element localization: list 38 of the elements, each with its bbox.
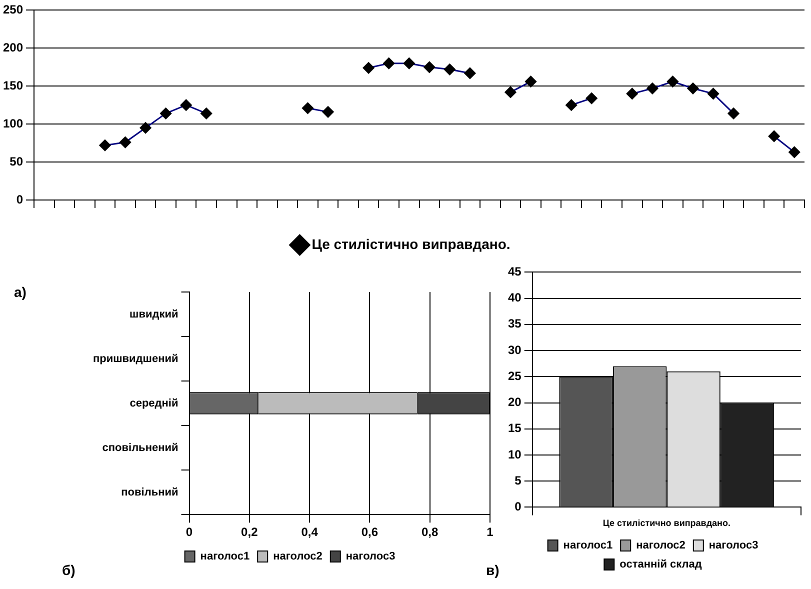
y-tick-label: швидкий <box>130 308 178 320</box>
text: б) <box>62 562 76 578</box>
y-tick-label: 100 <box>2 116 24 130</box>
y-tick-label: 0 <box>16 192 24 206</box>
y-tick-label: 45 <box>508 264 522 279</box>
text: в) <box>486 562 500 578</box>
legend-label: наголос2 <box>273 550 322 563</box>
y-tick-label: сповільнений <box>102 442 178 454</box>
x-tick-label: 0,2 <box>241 525 258 540</box>
x-tick-label: 0,8 <box>422 525 439 540</box>
x-tick-label: 0,6 <box>361 525 378 540</box>
y-tick-label: 150 <box>2 78 24 92</box>
y-tick-label: 200 <box>2 40 24 54</box>
legend-label: наголос1 <box>563 540 613 552</box>
y-tick-label: 5 <box>514 473 522 488</box>
y-tick-label: 25 <box>508 368 522 383</box>
x-tick-label: 0,4 <box>301 525 318 540</box>
x-tick-label: 0 <box>186 525 193 540</box>
legend-label: Це стилістично виправдано. <box>312 236 510 252</box>
y-tick-label: 50 <box>10 154 24 168</box>
legend-label: наголос2 <box>636 540 686 552</box>
y-tick-label: 15 <box>508 421 522 436</box>
y-tick-label: 35 <box>508 316 522 331</box>
legend-label: наголос1 <box>200 550 250 563</box>
y-tick-label: пришвидшений <box>92 352 178 365</box>
x-tick-label: 1 <box>486 525 494 540</box>
y-tick-label: 10 <box>508 447 522 462</box>
y-tick-label: середній <box>130 397 178 410</box>
legend-label: останній склад <box>620 558 702 571</box>
y-tick-label: 30 <box>508 342 522 357</box>
text: а) <box>14 284 26 300</box>
y-tick-label: 40 <box>508 290 522 305</box>
legend-label: наголос3 <box>346 550 396 563</box>
y-tick-label: 20 <box>508 395 522 410</box>
y-tick-label: повільний <box>121 486 178 498</box>
legend-label: наголос3 <box>708 540 758 552</box>
y-tick-label: 0 <box>514 500 522 514</box>
y-tick-label: 250 <box>2 2 24 17</box>
